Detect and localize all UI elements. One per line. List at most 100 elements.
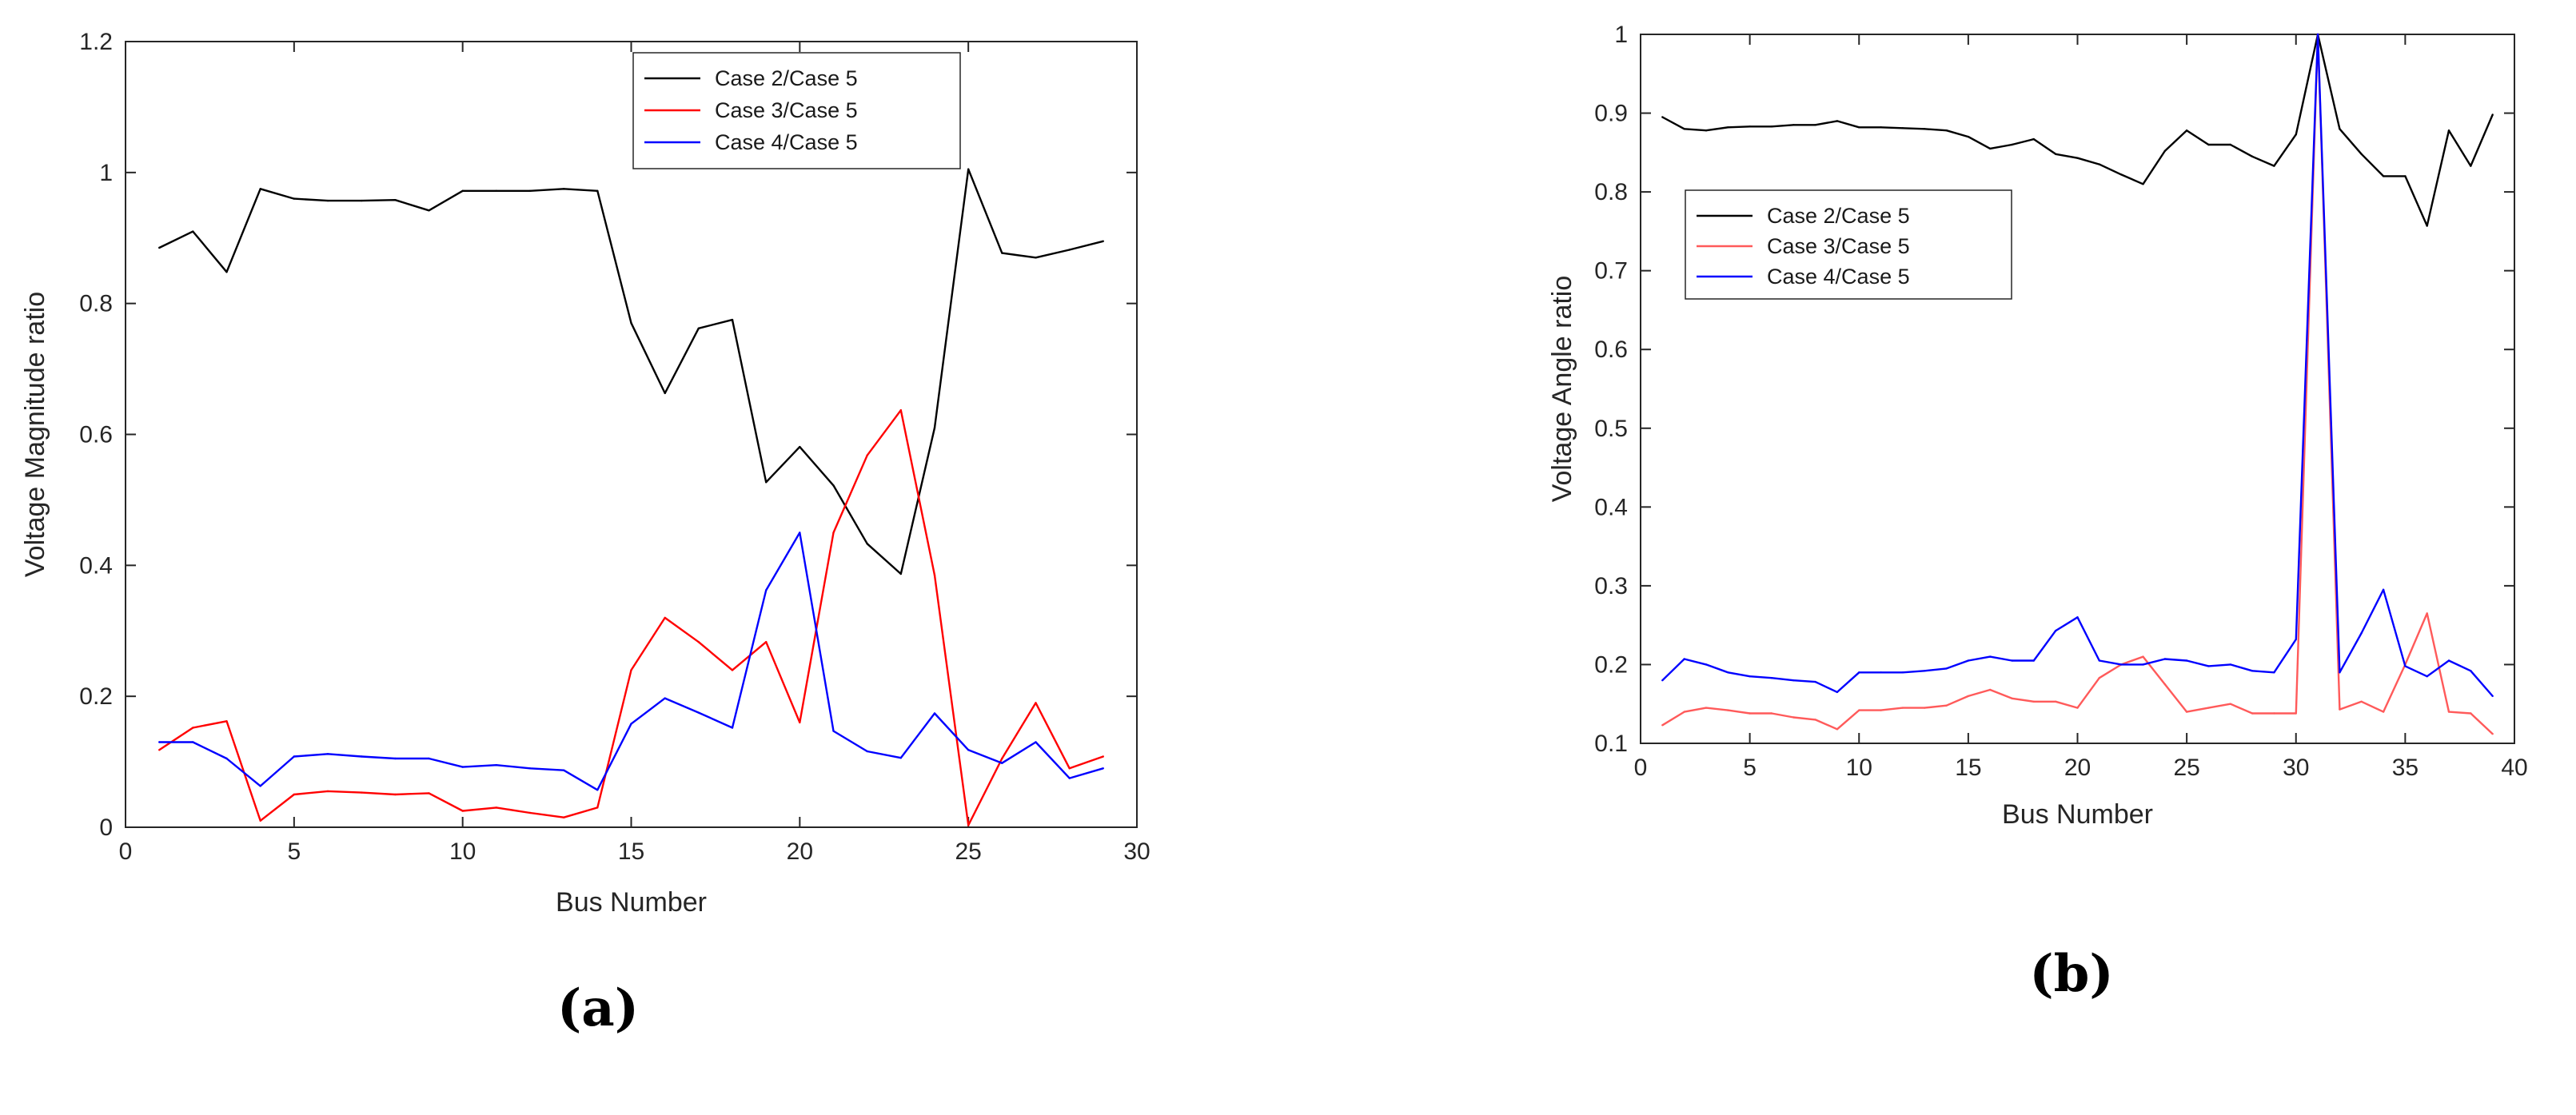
chart-a-series-3-point: [361, 755, 363, 758]
chart-b-x-tick-label: 5: [1743, 755, 1757, 781]
chart-a-series-2-point: [596, 806, 599, 809]
chart-b-y-tick-label: 0.9: [1594, 101, 1628, 127]
chart-b-x-tick-label: 0: [1634, 755, 1648, 781]
chart-b-series-3-point: [2273, 671, 2275, 674]
chart-b-series-3-point: [2491, 695, 2494, 698]
chart-b-x-tick-label: 25: [2173, 755, 2199, 781]
chart-b-series-2-point: [1683, 711, 1685, 713]
chart-a-series-1-point: [765, 481, 768, 484]
chart-b-series-2-point: [2032, 700, 2035, 703]
chart-a-legend-label-3: Case 4/Case 5: [715, 130, 858, 154]
chart-b-plot-area: [1640, 34, 2515, 744]
chart-b-series-1-point: [2360, 153, 2363, 155]
chart-b-series-1-point: [2076, 157, 2079, 159]
chart-b-series-3-point: [2295, 638, 2297, 641]
chart-b-series-3-point: [2229, 663, 2231, 666]
chart-b-series-1-point: [2447, 129, 2450, 132]
chart-b-panel-label: (b): [2029, 944, 2113, 1004]
chart-b-series-2-point: [2163, 683, 2166, 686]
chart-b-series-1-point: [1836, 120, 1839, 122]
chart-b-series-1-point: [2032, 137, 2035, 141]
chart-a-series-3-point: [799, 532, 801, 534]
chart-a-series-3-point: [630, 723, 632, 725]
chart-a-legend: Case 2/Case 5 Case 3/Case 5 Case 4/Case 5: [632, 52, 961, 169]
chart-a-series-1-point: [563, 188, 565, 190]
chart-a-series-1-point: [1102, 240, 1105, 242]
chart-a-series-2-point: [293, 793, 295, 796]
chart-a-series-3-point: [428, 757, 430, 760]
chart-a-series-2-point: [563, 816, 565, 818]
chart-b-series-3-point: [2055, 629, 2057, 632]
chart-b-series-1-point: [1945, 129, 1948, 132]
chart-a-legend-label-2: Case 3/Case 5: [715, 98, 858, 122]
chart-b-series-1-point: [2185, 129, 2188, 132]
chart-b-series-3-point: [2207, 665, 2210, 667]
chart-a-series-1-point: [528, 189, 532, 192]
chart-b-x-tick-label: 15: [1955, 755, 1981, 781]
chart-b-series-1-point: [2142, 183, 2144, 185]
chart-b-series-2-point: [2185, 711, 2188, 713]
chart-b-series-2-point: [2426, 612, 2428, 615]
chart-b-series-1-point: [2098, 163, 2100, 165]
chart-a-y-axis-label: Voltage Magnitude ratio: [20, 292, 50, 577]
chart-b-y-tick-label: 1: [1614, 22, 1628, 48]
chart-a-series-1-point: [326, 199, 329, 202]
chart-b-series-2-point: [2055, 700, 2057, 703]
chart-b-series-3-point: [1836, 691, 1839, 694]
chart-b-series-1-point: [2339, 128, 2341, 130]
chart-b-series-2-point: [2470, 712, 2472, 715]
chart-b-series-1-point: [1967, 135, 1970, 138]
chart-b-series-3-point: [2426, 675, 2428, 678]
chart-a-series-2-point: [158, 749, 161, 751]
chart-b-series-2-point: [2011, 697, 2013, 699]
chart-b-legend-label-3: Case 4/Case 5: [1767, 265, 1910, 289]
chart-b-series-3-point: [1792, 679, 1795, 682]
chart-a-series-1-point: [596, 189, 599, 192]
chart-a-series-1-point: [731, 318, 734, 321]
chart-b-series-1-point: [2011, 143, 2013, 146]
chart-a-series-1-point: [967, 168, 970, 170]
chart-a-x-tick-label: 20: [787, 838, 813, 865]
chart-a-series-3-point: [394, 757, 397, 760]
chart-a-series-2-point: [832, 532, 835, 534]
chart-b-series-1-point: [2163, 149, 2166, 153]
chart-a-y-tick-label: 0.2: [79, 683, 113, 710]
chart-b-series-2-point: [1770, 712, 1773, 715]
chart-a-series-3-point: [259, 785, 261, 787]
chart-b-series-3-point: [2076, 616, 2079, 619]
chart-a-series-3-point: [192, 741, 194, 743]
chart-a-plot-area: [125, 41, 1138, 828]
chart-b-series-2-point: [2142, 655, 2144, 658]
chart-b-series-3-point: [2032, 659, 2035, 662]
chart-a-series-1-point: [697, 327, 700, 329]
chart-b-series-3-point: [2011, 659, 2013, 662]
chart-b-series-3-point: [1683, 658, 1685, 660]
chart-a-series-3-point: [1035, 741, 1037, 743]
chart-a-y-tick-label: 0: [99, 814, 113, 841]
chart-a-series-3-point: [563, 769, 565, 771]
chart-a-series-2-point: [225, 720, 228, 723]
chart-b-x-tick-label: 10: [1846, 755, 1872, 781]
chart-a-y-tick-label: 1.2: [79, 29, 113, 55]
chart-a-series-2-point: [630, 669, 632, 671]
chart-b-series-3-point: [2120, 663, 2123, 666]
chart-a-series-3-point: [158, 741, 161, 743]
chart-b-legend-label-1: Case 2/Case 5: [1767, 204, 1910, 228]
chart-a-series-3-point: [495, 764, 497, 767]
chart-b-series-1-point: [1901, 127, 1904, 129]
chart-a-series-2-point: [899, 409, 903, 412]
chart-a-series-3-point: [697, 711, 700, 714]
chart-b-series-2-point: [2295, 712, 2297, 715]
chart-b-series-3-point: [1705, 663, 1708, 666]
chart-a-series-3-point: [293, 755, 295, 758]
chart-b-x-tick-label: 30: [2283, 755, 2309, 781]
chart-b-y-axis-label: Voltage Angle ratio: [1547, 276, 1577, 503]
chart-a-series-1-point: [394, 199, 397, 201]
chart-b-legend-box: [1685, 189, 2012, 300]
chart-b-series-1-point: [2491, 113, 2494, 116]
chart-a-series-1-point: [461, 189, 464, 192]
chart-a-series-2-point: [664, 616, 666, 619]
chart-a-series-3-point: [899, 757, 903, 759]
chart-b-x-tick-label: 35: [2392, 755, 2418, 781]
